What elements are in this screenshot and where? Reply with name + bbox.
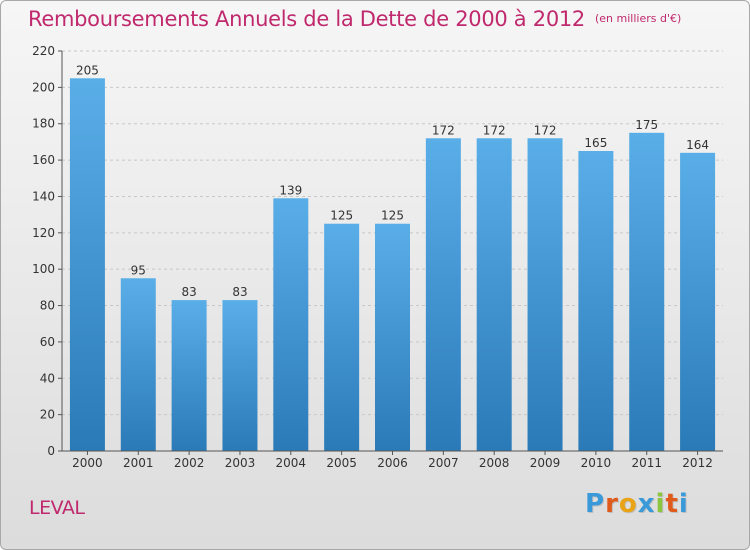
x-tick-label: 2000 bbox=[72, 456, 103, 470]
x-tick-label: 2004 bbox=[276, 456, 307, 470]
y-tick-label: 140 bbox=[32, 189, 55, 203]
y-tick-label: 40 bbox=[40, 371, 55, 385]
bar-value-label: 172 bbox=[483, 123, 506, 137]
bar bbox=[222, 300, 258, 451]
chart-title-text: Remboursements Annuels de la Dette de 20… bbox=[28, 7, 585, 31]
logo-letter: P bbox=[585, 489, 606, 519]
bar-value-label: 139 bbox=[279, 183, 302, 197]
x-tick-label: 2002 bbox=[174, 456, 205, 470]
x-tick-label: 2003 bbox=[225, 456, 256, 470]
y-tick-label: 120 bbox=[32, 226, 55, 240]
bar-value-label: 125 bbox=[330, 209, 353, 223]
x-tick-label: 2009 bbox=[530, 456, 561, 470]
bar bbox=[375, 223, 410, 451]
x-tick-label: 2010 bbox=[581, 456, 612, 470]
bar bbox=[171, 300, 207, 451]
bar-value-label: 205 bbox=[76, 63, 99, 77]
bar-value-label: 172 bbox=[432, 123, 455, 137]
y-tick-label: 160 bbox=[32, 153, 55, 167]
bar bbox=[120, 278, 156, 451]
y-tick-label: 200 bbox=[32, 80, 55, 94]
chart-title: Remboursements Annuels de la Dette de 20… bbox=[28, 7, 681, 31]
bar-value-label: 125 bbox=[381, 209, 404, 223]
x-tick-label: 2006 bbox=[377, 456, 408, 470]
unit-note: (en milliers d'€) bbox=[595, 12, 682, 25]
y-tick-label: 180 bbox=[32, 117, 55, 131]
logo-letter: i bbox=[655, 489, 666, 519]
bar-value-label: 165 bbox=[584, 136, 607, 150]
y-axis: 0 20 40 60 80 100 120 140 160 180 200 220 bbox=[32, 44, 63, 458]
bar-value-label: 164 bbox=[686, 138, 709, 152]
x-tick-label: 2008 bbox=[479, 456, 510, 470]
bar bbox=[629, 132, 665, 451]
bar-value-label: 95 bbox=[131, 263, 146, 277]
x-tick-label: 2007 bbox=[428, 456, 459, 470]
x-tick-label: 2005 bbox=[326, 456, 357, 470]
y-tick-label: 100 bbox=[32, 262, 55, 276]
bar bbox=[324, 223, 360, 451]
logo-letter: i bbox=[678, 489, 689, 519]
logo-letter: o bbox=[618, 489, 638, 519]
y-tick-label: 0 bbox=[47, 444, 55, 458]
bar bbox=[578, 151, 614, 451]
location-label: LEVAL bbox=[29, 497, 85, 519]
y-tick-label: 60 bbox=[40, 335, 55, 349]
bars: 205 95 83 83 139 125 125 172 172 172 165 175 164 bbox=[69, 63, 716, 452]
logo-letter: r bbox=[605, 489, 619, 519]
bar-value-label: 175 bbox=[635, 118, 658, 132]
proxiti-logo: Proxiti bbox=[585, 489, 689, 519]
bar bbox=[273, 198, 309, 451]
bar bbox=[425, 138, 461, 452]
bar bbox=[527, 138, 563, 452]
bar-value-label: 83 bbox=[181, 285, 196, 299]
bar bbox=[69, 78, 105, 451]
logo-letter: t bbox=[665, 489, 679, 519]
x-axis: 2000 2001 2002 2003 2004 2005 2006 2007 2008 2009… bbox=[62, 450, 723, 470]
x-tick-label: 2011 bbox=[631, 456, 662, 470]
y-tick-label: 220 bbox=[32, 44, 55, 58]
bar-value-label: 172 bbox=[534, 123, 557, 137]
logo-letter: x bbox=[637, 489, 656, 519]
bar-value-label: 83 bbox=[232, 285, 247, 299]
bar bbox=[476, 138, 512, 452]
bar bbox=[680, 152, 716, 451]
x-tick-label: 2012 bbox=[682, 456, 713, 470]
x-tick-label: 2001 bbox=[123, 456, 154, 470]
y-tick-label: 20 bbox=[40, 408, 55, 422]
y-tick-label: 80 bbox=[40, 299, 55, 313]
